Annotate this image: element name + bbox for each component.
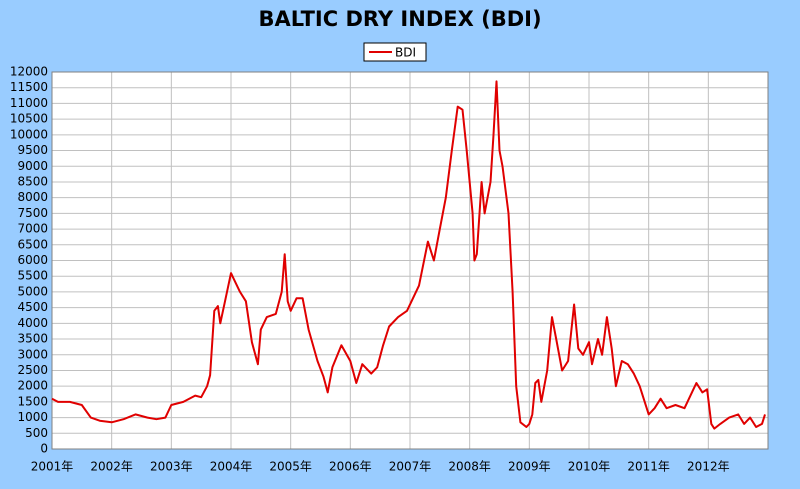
x-tick-label: 2001年 (31, 460, 74, 474)
x-tick-label: 2010年 (568, 460, 611, 474)
y-tick-label: 0 (40, 442, 48, 456)
y-tick-label: 5000 (17, 284, 48, 298)
y-tick-label: 9500 (17, 143, 48, 157)
legend-box (363, 42, 427, 62)
y-tick-label: 10500 (10, 112, 48, 126)
y-tick-label: 6000 (17, 253, 48, 267)
x-tick-label: 2005年 (269, 460, 312, 474)
y-tick-label: 8000 (17, 190, 48, 204)
plot-border (51, 71, 769, 450)
y-tick-label: 2500 (17, 363, 48, 377)
x-tick-label: 2007年 (389, 460, 432, 474)
y-tick-label: 1500 (17, 394, 48, 408)
y-tick-label: 7500 (17, 206, 48, 220)
y-tick-label: 6500 (17, 237, 48, 251)
x-tick-label: 2003年 (150, 460, 193, 474)
y-tick-label: 3500 (17, 332, 48, 346)
x-tick-label: 2002年 (90, 460, 133, 474)
x-tick-label: 2009年 (508, 460, 551, 474)
chart-title: BALTIC DRY INDEX (BDI) (258, 7, 541, 31)
y-tick-label: 4500 (17, 300, 48, 314)
y-tick-label: 11000 (10, 96, 48, 110)
x-tick-label: 2006年 (329, 460, 372, 474)
y-tick-label: 5500 (17, 269, 48, 283)
x-tick-label: 2004年 (210, 460, 253, 474)
y-tick-label: 4000 (17, 316, 48, 330)
y-tick-label: 9000 (17, 159, 48, 173)
data-line (51, 80, 766, 430)
y-tick-label: 1000 (17, 410, 48, 424)
y-tick-label: 7000 (17, 222, 48, 236)
y-tick-label: 11500 (10, 80, 48, 94)
x-tick-label: 2011年 (627, 460, 670, 474)
legend-label: BDI (395, 46, 416, 60)
y-tick-label: 10000 (10, 127, 48, 141)
y-tick-label: 2000 (17, 379, 48, 393)
y-tick-label: 8500 (17, 174, 48, 188)
y-tick-label: 500 (25, 426, 48, 440)
x-tick-label: 2012年 (687, 460, 730, 474)
y-tick-label: 12000 (10, 65, 48, 79)
x-tick-label: 2008年 (448, 460, 491, 474)
y-tick-label: 3000 (17, 347, 48, 361)
